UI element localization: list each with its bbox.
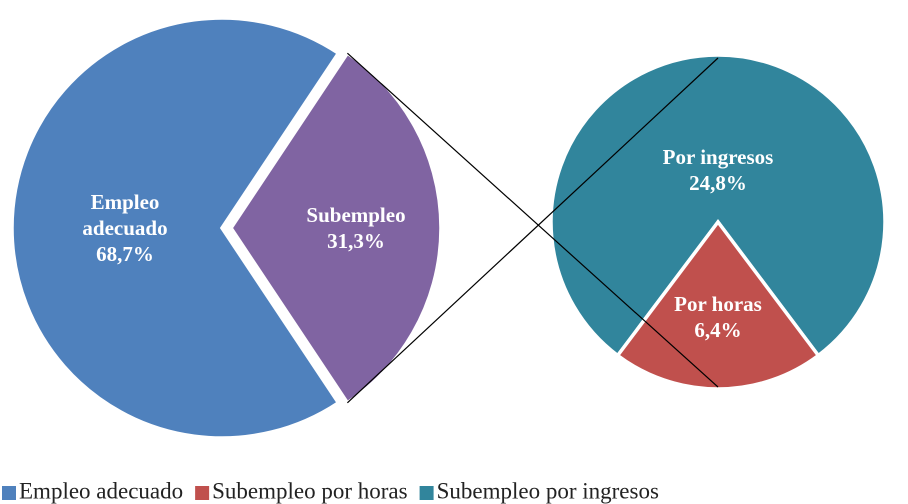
slice-label: Por ingresos 24,8%: [663, 144, 774, 196]
legend-swatch: [195, 486, 210, 500]
legend-swatch: [2, 486, 16, 500]
slice-label: Empleo adecuado 68,7%: [70, 189, 180, 267]
slice-category: Por horas: [674, 292, 762, 316]
legend-label: Subempleo por horas: [212, 478, 408, 503]
pie-slice: [228, 50, 443, 406]
slice-value: 6,4%: [694, 318, 742, 342]
pie-slice: [549, 53, 887, 358]
connector-line: [346, 52, 719, 388]
legend-swatch: [419, 486, 434, 500]
slice-category: Subempleo: [306, 203, 406, 227]
slice-value: 68,7%: [96, 242, 154, 266]
connector-line: [346, 57, 719, 404]
slice-value: 31,3%: [327, 229, 385, 253]
slice-value: 24,8%: [689, 171, 747, 195]
slice-label: Subempleo 31,3%: [306, 202, 405, 254]
slice-label: Por horas 6,4%: [674, 291, 762, 343]
legend-label: Empleo adecuado: [19, 478, 183, 503]
pie-slice: [10, 16, 341, 440]
slice-category: Empleo adecuado: [82, 190, 168, 240]
pie-slice: [615, 219, 821, 391]
legend-label: Subempleo por ingresos: [437, 478, 659, 503]
slice-category: Por ingresos: [662, 145, 774, 169]
